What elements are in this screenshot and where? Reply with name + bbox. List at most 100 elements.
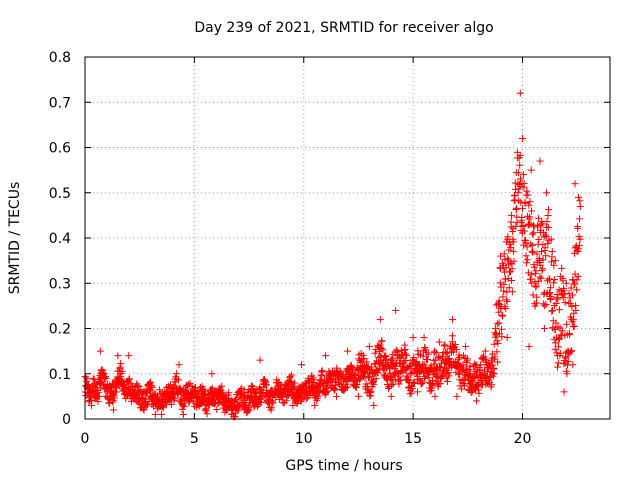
data-point	[359, 351, 367, 359]
data-point	[388, 355, 396, 363]
y-tick-label: 0.8	[49, 50, 71, 66]
data-point	[508, 288, 516, 296]
data-point	[309, 374, 317, 382]
data-point	[444, 377, 452, 385]
data-point	[279, 398, 287, 406]
data-point	[213, 405, 221, 413]
data-point	[507, 268, 515, 276]
data-points	[81, 89, 584, 421]
data-point	[493, 348, 501, 356]
data-point	[429, 381, 437, 389]
data-point	[506, 241, 514, 249]
data-point	[476, 373, 484, 381]
data-point	[386, 369, 394, 377]
data-point	[99, 366, 107, 374]
data-point	[381, 371, 389, 379]
data-point	[492, 324, 500, 332]
data-point	[248, 384, 256, 392]
data-point	[291, 379, 299, 387]
data-point	[218, 382, 226, 390]
data-point	[367, 363, 375, 371]
data-point	[402, 350, 410, 358]
data-point	[102, 374, 110, 382]
data-point	[232, 395, 240, 403]
data-point	[340, 385, 348, 393]
data-point	[109, 398, 117, 406]
data-point	[352, 370, 360, 378]
data-point	[502, 264, 510, 272]
data-point	[407, 364, 415, 372]
axis-ticks	[84, 56, 610, 420]
data-point	[349, 366, 357, 374]
data-point	[406, 370, 414, 378]
data-point	[456, 353, 464, 361]
data-point	[449, 332, 456, 340]
data-point	[360, 369, 368, 377]
data-point	[465, 365, 473, 373]
data-point	[473, 382, 481, 390]
data-point	[458, 385, 466, 393]
data-point	[493, 320, 501, 328]
x-tick-label: 10	[295, 431, 313, 447]
data-point	[513, 204, 521, 212]
data-point	[502, 305, 510, 313]
data-point	[384, 384, 392, 392]
data-point	[105, 399, 113, 407]
data-point	[442, 365, 450, 373]
data-point	[431, 347, 439, 355]
data-point	[440, 342, 448, 350]
data-point	[505, 284, 513, 292]
data-point	[348, 364, 356, 372]
data-point	[388, 381, 396, 389]
chart-title: Day 239 of 2021, SRMTID for receiver alg…	[194, 20, 493, 36]
data-point	[299, 394, 307, 402]
data-point	[289, 382, 297, 390]
data-point	[507, 244, 515, 252]
data-point	[95, 392, 103, 400]
data-point	[378, 337, 386, 345]
data-point	[100, 374, 108, 382]
data-point	[451, 341, 459, 349]
data-point	[496, 279, 504, 287]
data-point	[148, 383, 156, 391]
data-point	[309, 384, 317, 392]
data-point	[377, 344, 385, 352]
data-point	[495, 297, 503, 305]
data-point	[498, 333, 506, 341]
data-point	[366, 392, 374, 400]
x-tick-label: 0	[81, 431, 90, 447]
data-point	[409, 378, 417, 386]
data-point	[344, 383, 351, 391]
data-point	[314, 392, 322, 400]
data-point	[286, 373, 294, 381]
data-point	[250, 403, 258, 411]
data-point	[231, 396, 239, 404]
data-point	[174, 376, 182, 384]
data-point	[298, 396, 306, 404]
data-point	[374, 369, 382, 377]
data-point	[432, 349, 440, 357]
data-point	[394, 348, 402, 356]
data-point	[438, 372, 446, 380]
data-point	[462, 359, 470, 367]
y-tick-label: 0.4	[49, 231, 71, 247]
data-point	[477, 361, 485, 369]
data-point	[302, 395, 310, 403]
data-point	[498, 325, 506, 333]
data-point	[499, 312, 507, 320]
data-point	[500, 250, 508, 258]
data-point	[379, 346, 387, 354]
data-point	[441, 341, 449, 349]
data-point	[508, 265, 516, 273]
data-point	[495, 319, 503, 327]
data-point	[282, 397, 290, 405]
data-point	[179, 401, 187, 409]
data-point	[395, 380, 403, 388]
data-point	[96, 380, 104, 388]
data-point	[371, 349, 379, 357]
data-point	[180, 402, 188, 410]
data-point	[407, 389, 415, 397]
tick-labels: 0 5 10 15 20 0 0.1 0.2 0.3 0.4 0.5 0.6 0.7 0.8	[49, 50, 532, 447]
data-point	[420, 360, 428, 368]
data-point	[403, 352, 411, 360]
